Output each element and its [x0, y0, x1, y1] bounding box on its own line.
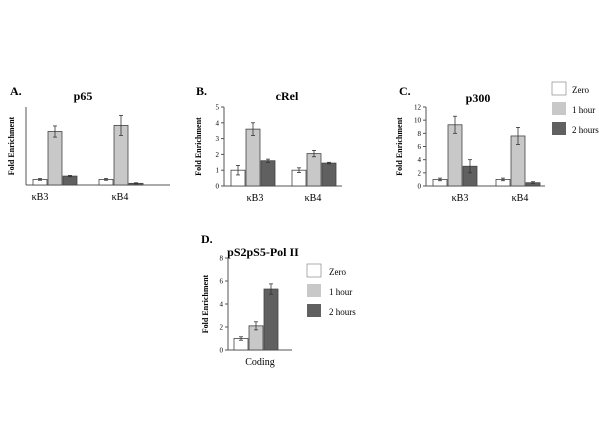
legend-label: Zero [329, 267, 346, 277]
chart-title: pS2pS5-Pol II [227, 245, 299, 259]
x-tick-label: Coding [245, 357, 274, 368]
bar [306, 153, 322, 187]
y-axis-label: Fold Enrichment [7, 116, 16, 175]
chart-panel-3: C. p300 Fold Enrichment 0 2 4 6 8 10 12 κB3 κB4 [395, 84, 545, 204]
y-tick-label: 0 [220, 347, 224, 355]
bar [245, 128, 261, 187]
y-tick-label: 3 [216, 135, 220, 143]
y-tick-label: 0 [216, 183, 220, 191]
panel-letter: C. [399, 84, 411, 98]
legend-label: 2 hours [572, 125, 599, 135]
panel-letter: B. [196, 84, 207, 98]
y-axis-label: Fold Enrichment [194, 117, 203, 176]
legend-label: Zero [572, 85, 589, 95]
legend-label: 1 hour [329, 287, 352, 297]
y-tick-label: 0 [418, 183, 422, 191]
y-tick-label: 5 [216, 104, 220, 112]
legend-swatch [307, 304, 321, 317]
x-tick-label: κB4 [112, 192, 129, 203]
panel-letter: D. [201, 232, 213, 246]
x-tick-label: κB3 [247, 193, 264, 204]
y-axis-label: Fold Enrichment [201, 274, 210, 333]
legend-label: 1 hour [572, 105, 595, 115]
chart-panel-2: B. cRel Fold Enrichment 0 1 2 3 4 5 κB3 κB4 [194, 84, 342, 204]
y-axis-label: Fold Enrichment [395, 117, 404, 176]
y-tick-label: 6 [220, 278, 224, 286]
y-tick-label: 2 [418, 169, 422, 177]
panel-letter: A. [10, 84, 22, 98]
legend-swatch [552, 102, 566, 115]
bar [447, 124, 463, 187]
legend-label: 2 hours [329, 307, 356, 317]
y-tick-label: 2 [216, 151, 220, 159]
y-tick-label: 12 [414, 104, 422, 112]
y-tick-label: 4 [216, 119, 220, 127]
y-tick-label: 8 [220, 255, 224, 263]
legend-top: Zero 1 hour 2 hours [551, 81, 599, 135]
legend-swatch [552, 122, 566, 135]
y-tick-label: 4 [418, 156, 422, 164]
y-tick-label: 2 [220, 324, 224, 332]
chart-title: p65 [74, 89, 93, 103]
y-tick-label: 8 [418, 130, 422, 138]
bar [47, 131, 63, 186]
bar [263, 288, 279, 351]
chart-title: p300 [466, 91, 491, 105]
bar [321, 162, 337, 187]
chart-panel-4: D. pS2pS5-Pol II Fold Enrichment 0 2 4 6 8 Codin… [201, 232, 299, 368]
legend-swatch [306, 263, 322, 278]
legend-bottom: Zero 1 hour 2 hours [306, 263, 356, 317]
y-tick-label: 10 [414, 117, 422, 125]
x-tick-label: κB4 [305, 193, 322, 204]
x-tick-label: κB3 [32, 192, 49, 203]
chart-panel-1: A. p65 Fold Enrichment κB3 κB4 [7, 84, 170, 203]
y-tick-label: 4 [220, 301, 224, 309]
x-tick-label: κB3 [452, 193, 469, 204]
y-tick-label: 6 [418, 143, 422, 151]
y-tick-label: 1 [216, 167, 220, 175]
x-tick-label: κB4 [512, 193, 529, 204]
bar [62, 175, 78, 186]
legend-swatch [307, 284, 321, 297]
legend-swatch [551, 81, 567, 96]
chart-title: cRel [276, 89, 299, 103]
bar [260, 160, 276, 187]
